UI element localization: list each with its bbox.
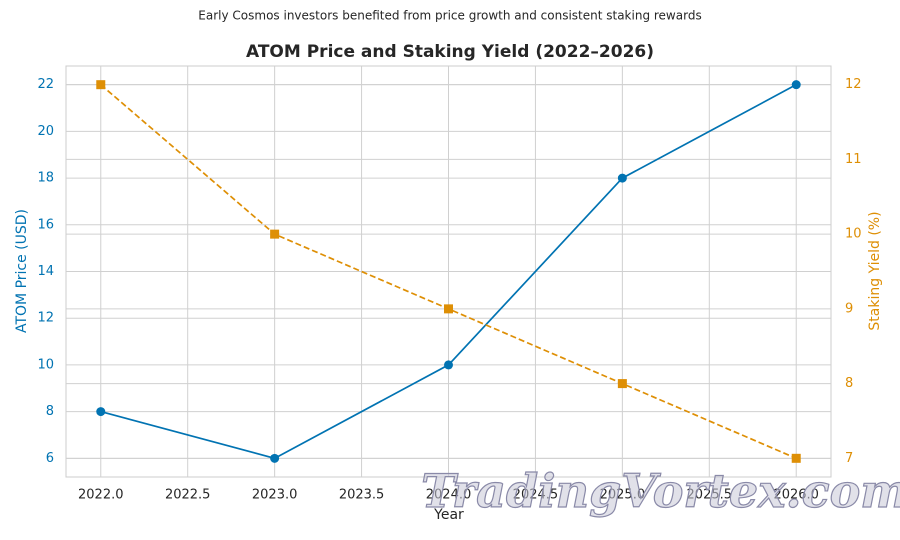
point-marker [617,173,627,183]
y2-tick-label: 11 [845,152,862,167]
y-tick-label: 10 [37,357,54,372]
y-tick-label: 8 [46,404,54,419]
chart-title: ATOM Price and Staking Yield (2022–2026) [246,42,654,62]
y-tick-label: 22 [37,77,54,92]
x-tick-label: 2025.0 [600,488,646,503]
x-tick-label: 2026.0 [773,488,819,503]
point-marker [791,453,801,463]
y2-tick-label: 8 [845,376,853,391]
x-tick-label: 2023.5 [339,488,385,503]
point-marker [270,229,280,239]
x-tick-label: 2025.5 [687,488,733,503]
y-tick-label: 14 [37,264,54,279]
x-tick-label: 2024.0 [426,488,472,503]
y-tick-label: 18 [37,171,54,186]
x-tick-label: 2024.5 [513,488,559,503]
point-marker [444,304,453,314]
y2-tick-label: 10 [845,227,862,242]
x-tick-label: 2023.0 [252,488,298,503]
x-tick-label: 2022.5 [165,488,211,503]
x-tick-label: 2022.0 [78,488,124,503]
y2-axis-label: Staking Yield (%) [867,211,883,330]
y2-tick-label: 12 [845,77,862,92]
point-marker [96,80,106,90]
point-marker [270,453,280,463]
point-marker [444,360,453,370]
y-axis-label: ATOM Price (USD) [14,209,30,333]
point-marker [791,80,801,90]
y-tick-label: 20 [37,124,54,139]
y2-tick-label: 7 [845,451,853,466]
chart-subtitle: Early Cosmos investors benefited from pr… [198,9,701,23]
point-marker [96,407,106,417]
y-tick-label: 16 [37,217,54,232]
y-tick-label: 12 [37,311,54,326]
y2-tick-label: 9 [845,301,853,316]
x-axis-label: Year [433,507,464,523]
y-tick-label: 6 [46,451,54,466]
point-marker [617,379,627,389]
watermark: TradingVortex.com [421,464,900,518]
